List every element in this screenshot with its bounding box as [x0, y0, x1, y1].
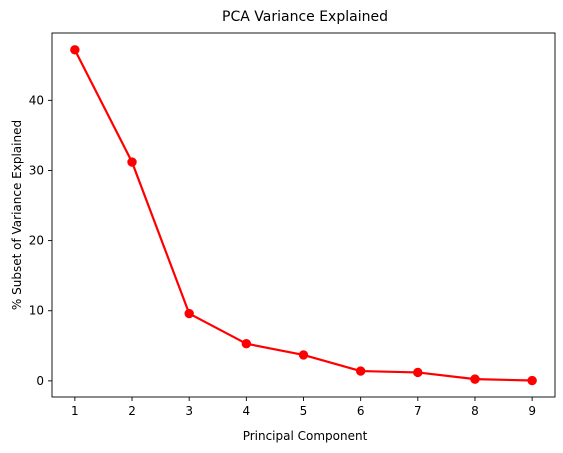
x-tick-label: 9: [528, 404, 536, 418]
x-tick-label: 3: [185, 404, 193, 418]
data-point: [127, 157, 137, 167]
x-tick-label: 6: [357, 404, 365, 418]
data-point: [413, 367, 423, 378]
x-tick-label: 5: [300, 404, 308, 418]
y-axis-label: % Subset of Variance Explained: [10, 120, 24, 310]
y-tick-label: 30: [29, 163, 44, 177]
x-tick-label: 2: [128, 404, 136, 418]
y-axis-ticks: 0 10 20 30 40: [29, 93, 52, 388]
y-tick-label: 0: [36, 374, 44, 388]
data-point: [355, 366, 366, 376]
data-point: [470, 374, 480, 384]
data-point: [241, 338, 252, 349]
x-tick-label: 7: [414, 404, 422, 418]
data-point: [527, 375, 537, 386]
x-tick-label: 4: [243, 404, 251, 418]
data-point: [184, 308, 194, 319]
chart-title: PCA Variance Explained: [222, 9, 388, 25]
data-point: [70, 45, 80, 55]
y-tick-label: 10: [29, 304, 44, 318]
series-layer: [70, 45, 537, 386]
x-tick-label: 1: [71, 404, 79, 418]
y-tick-label: 20: [29, 234, 44, 248]
y-tick-label: 40: [29, 93, 44, 107]
x-axis-label: Principal Component: [243, 429, 368, 443]
x-axis-ticks: 1 2 3 4 5 6 7 8 9: [71, 397, 536, 418]
data-point: [298, 350, 309, 360]
x-tick-label: 8: [471, 404, 479, 418]
